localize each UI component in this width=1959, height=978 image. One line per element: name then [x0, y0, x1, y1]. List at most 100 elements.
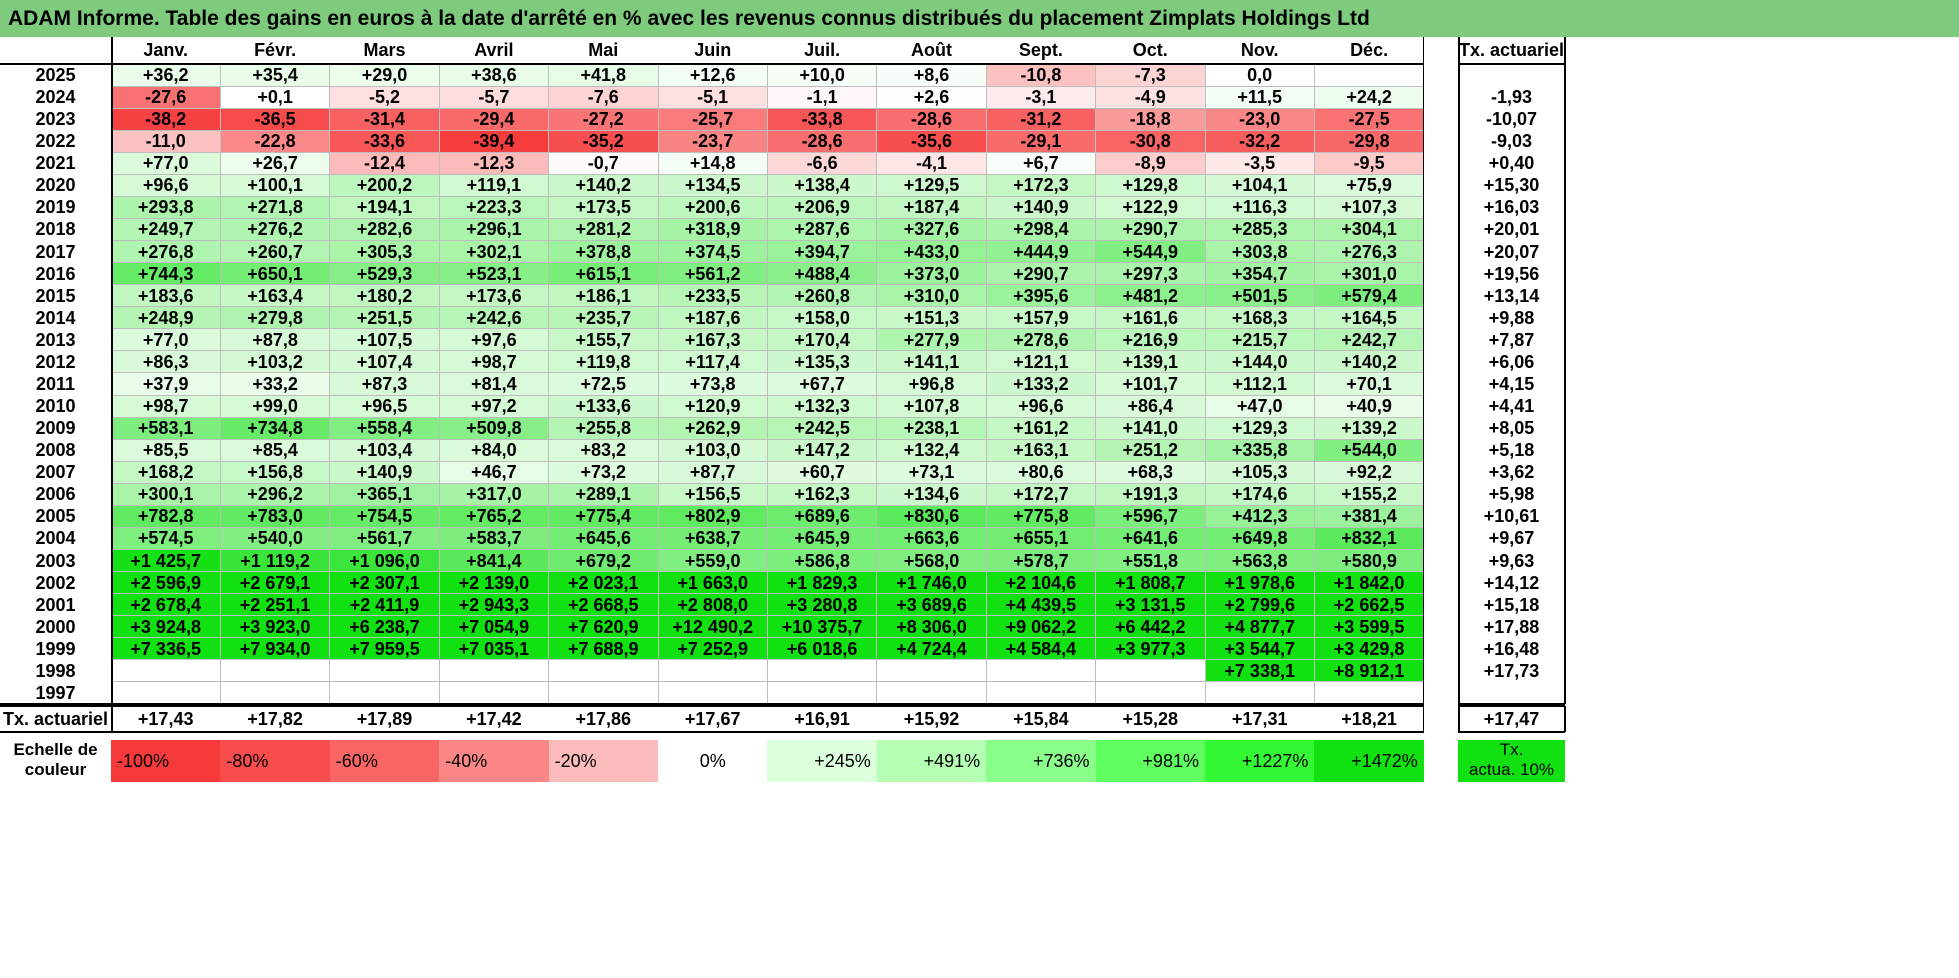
annual-rate-cell: +15,18 — [1483, 594, 1540, 615]
table-cell: +238,1 — [876, 417, 987, 440]
table-cell: +2 411,9 — [329, 593, 440, 616]
table-cell — [111, 659, 221, 682]
table-cell: -8,9 — [1095, 152, 1205, 175]
table-cell: +583,1 — [111, 417, 221, 440]
grid-line — [111, 706, 113, 732]
table-cell: +1 842,0 — [1314, 571, 1424, 594]
table-cell: +3 689,6 — [876, 593, 987, 616]
table-cell: +101,7 — [1095, 372, 1205, 396]
table-cell: -29,4 — [439, 108, 549, 131]
table-cell: +81,4 — [439, 372, 549, 396]
table-cell: +156,8 — [220, 461, 330, 484]
annual-rate-cell: +5,98 — [1488, 484, 1535, 505]
table-cell: +233,5 — [658, 284, 768, 307]
grid-line — [219, 64, 221, 705]
year-label: 2015 — [35, 285, 76, 306]
table-cell: -3,5 — [1205, 152, 1315, 175]
table-cell: +689,6 — [767, 505, 877, 528]
table-cell: +138,4 — [767, 174, 877, 197]
table-cell: +3 977,3 — [1095, 637, 1205, 660]
year-label: 2016 — [35, 263, 76, 284]
table-cell: +172,3 — [986, 174, 1096, 197]
color-scale-step: -100% — [111, 740, 221, 782]
grid-line — [0, 731, 1424, 733]
table-cell: +1 663,0 — [658, 571, 768, 594]
year-label: 2010 — [35, 396, 76, 417]
table-cell: -33,6 — [329, 130, 440, 153]
table-cell: +216,9 — [1095, 328, 1205, 351]
table-cell: +296,1 — [439, 218, 549, 241]
table-cell: +300,1 — [111, 483, 221, 506]
color-scale-step: +1227% — [1205, 740, 1315, 782]
table-cell — [329, 681, 440, 705]
footer-cell: +17,31 — [1231, 709, 1288, 729]
table-cell: -35,2 — [548, 130, 658, 153]
grid-line — [1422, 37, 1425, 705]
table-cell: -27,5 — [1314, 108, 1424, 131]
table-cell — [439, 659, 549, 682]
grid-line — [1564, 37, 1566, 705]
table-cell: +3 131,5 — [1095, 593, 1205, 616]
table-cell — [986, 659, 1096, 682]
table-cell: +168,2 — [111, 461, 221, 484]
table-cell: +2 023,1 — [548, 571, 658, 594]
table-cell: +85,4 — [220, 439, 330, 462]
table-cell: +167,3 — [658, 328, 768, 351]
year-label: 2003 — [35, 550, 76, 571]
year-label: 2018 — [35, 219, 76, 240]
table-cell: +248,9 — [111, 306, 221, 329]
annual-rate-cell: +6,06 — [1488, 351, 1535, 372]
table-cell: +97,6 — [439, 328, 549, 351]
color-scale-annual-swatch: Tx. actua. 10% — [1458, 740, 1565, 782]
table-cell: +84,0 — [439, 439, 549, 462]
table-cell: +649,8 — [1205, 527, 1315, 550]
table-cell: +41,8 — [548, 64, 658, 87]
footer-cell: +17,43 — [137, 709, 194, 729]
annual-rate-cell: +3,62 — [1488, 462, 1535, 483]
table-cell: +754,5 — [329, 505, 440, 528]
table-cell: +381,4 — [1314, 505, 1424, 528]
table-cell: +249,7 — [111, 218, 221, 241]
table-cell: +744,3 — [111, 262, 221, 285]
table-cell: +116,3 — [1205, 196, 1315, 219]
table-cell: +168,3 — [1205, 306, 1315, 329]
month-header: Sept. — [1018, 40, 1063, 60]
table-cell: +75,9 — [1314, 174, 1424, 197]
color-scale-step: -40% — [439, 740, 549, 782]
grid-line — [1095, 64, 1097, 705]
table-cell: +67,7 — [767, 372, 877, 396]
table-cell: +141,1 — [876, 350, 987, 373]
year-label: 2012 — [35, 351, 76, 372]
table-cell: +187,4 — [876, 196, 987, 219]
month-header: Févr. — [254, 40, 297, 60]
table-cell: +105,3 — [1205, 461, 1315, 484]
table-cell: +277,9 — [876, 328, 987, 351]
annual-rate-cell: +5,18 — [1488, 440, 1535, 461]
annual-rate-cell: +15,30 — [1483, 175, 1540, 196]
table-cell: -38,2 — [111, 108, 221, 131]
table-cell: +86,3 — [111, 350, 221, 373]
grid-line — [1458, 63, 1565, 65]
annual-rate-cell: +19,56 — [1483, 263, 1540, 284]
table-cell: +133,6 — [548, 395, 658, 418]
table-cell: +561,7 — [329, 527, 440, 550]
table-cell: +734,8 — [220, 417, 330, 440]
year-label: 2024 — [35, 87, 76, 108]
table-cell: +92,2 — [1314, 461, 1424, 484]
table-cell: +335,8 — [1205, 439, 1315, 462]
table-cell: +73,2 — [548, 461, 658, 484]
annual-rate-cell: +7,87 — [1488, 329, 1535, 350]
year-label: 2023 — [35, 109, 76, 130]
table-cell: +7 959,5 — [329, 637, 440, 660]
table-cell: +255,8 — [548, 417, 658, 440]
table-cell: +3 599,5 — [1314, 615, 1424, 638]
table-cell: +215,7 — [1205, 328, 1315, 351]
grid-line — [876, 64, 878, 705]
table-cell: +172,7 — [986, 483, 1096, 506]
annual-rate-header: Tx. actuariel — [1458, 40, 1565, 60]
annual-rate-cell: +9,63 — [1488, 550, 1535, 571]
table-cell: +578,7 — [986, 549, 1096, 572]
table-cell: +4 877,7 — [1205, 615, 1315, 638]
grid-line — [1422, 706, 1425, 732]
table-cell: -23,7 — [658, 130, 768, 153]
